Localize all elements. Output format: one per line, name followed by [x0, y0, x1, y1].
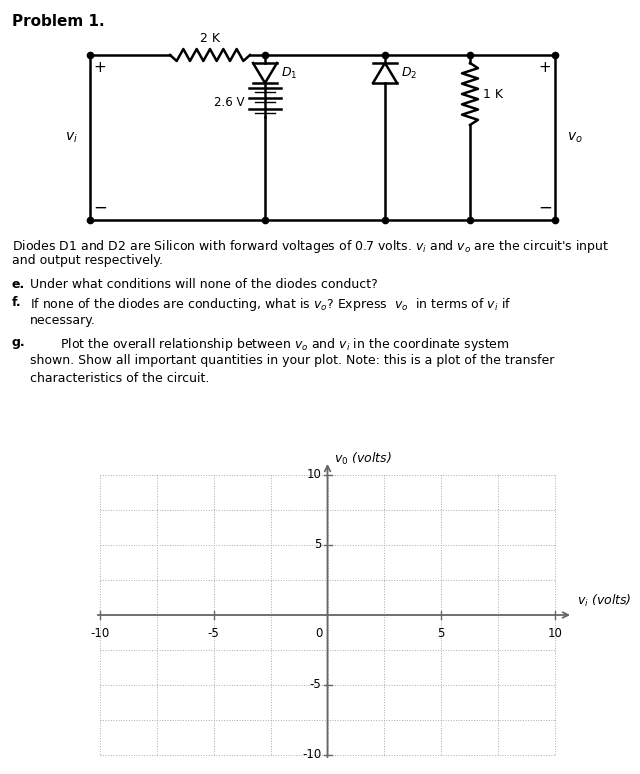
Text: e.: e. — [12, 278, 25, 291]
Text: characteristics of the circuit.: characteristics of the circuit. — [30, 372, 209, 385]
Text: g.: g. — [12, 336, 26, 349]
Text: −: − — [93, 199, 107, 217]
Text: 2.6 V: 2.6 V — [214, 96, 244, 109]
Text: Diodes D1 and D2 are Silicon with forward voltages of 0.7 volts. $v_i$ and $v_o$: Diodes D1 and D2 are Silicon with forwar… — [12, 238, 609, 255]
Text: 1 K: 1 K — [483, 87, 503, 101]
Text: −: − — [538, 199, 552, 217]
Text: 5: 5 — [314, 539, 321, 552]
Text: $v_o$: $v_o$ — [567, 130, 583, 145]
Text: -10: -10 — [90, 627, 109, 640]
Text: +: + — [539, 60, 552, 74]
Text: If none of the diodes are conducting, what is $v_o$? Express  $v_o$  in terms of: If none of the diodes are conducting, wh… — [30, 296, 511, 313]
Text: and output respectively.: and output respectively. — [12, 254, 163, 267]
Text: necessary.: necessary. — [30, 314, 96, 327]
Text: shown. Show all important quantities in your plot. Note: this is a plot of the t: shown. Show all important quantities in … — [30, 354, 554, 367]
Text: 5: 5 — [438, 627, 445, 640]
Text: 10: 10 — [548, 627, 563, 640]
Text: +: + — [93, 60, 106, 74]
Text: -10: -10 — [302, 748, 321, 762]
Text: f.: f. — [12, 296, 22, 309]
Text: $v_i$ (volts): $v_i$ (volts) — [577, 593, 632, 609]
Text: Under what conditions will none of the diodes conduct?: Under what conditions will none of the d… — [30, 278, 378, 291]
Text: $v_0$ (volts): $v_0$ (volts) — [333, 451, 391, 467]
Text: 2 K: 2 K — [200, 32, 220, 45]
Text: -5: -5 — [310, 679, 321, 691]
Text: $v_i$: $v_i$ — [65, 130, 78, 145]
Text: Problem 1.: Problem 1. — [12, 14, 104, 29]
Text: $D_2$: $D_2$ — [401, 66, 417, 80]
Text: 0: 0 — [315, 627, 323, 640]
Text: -5: -5 — [208, 627, 220, 640]
Text: $D_1$: $D_1$ — [281, 66, 298, 80]
Text: 10: 10 — [307, 468, 321, 481]
Text: Plot the overall relationship between $v_o$ and $v_i$ in the coordinate system: Plot the overall relationship between $v… — [60, 336, 509, 353]
